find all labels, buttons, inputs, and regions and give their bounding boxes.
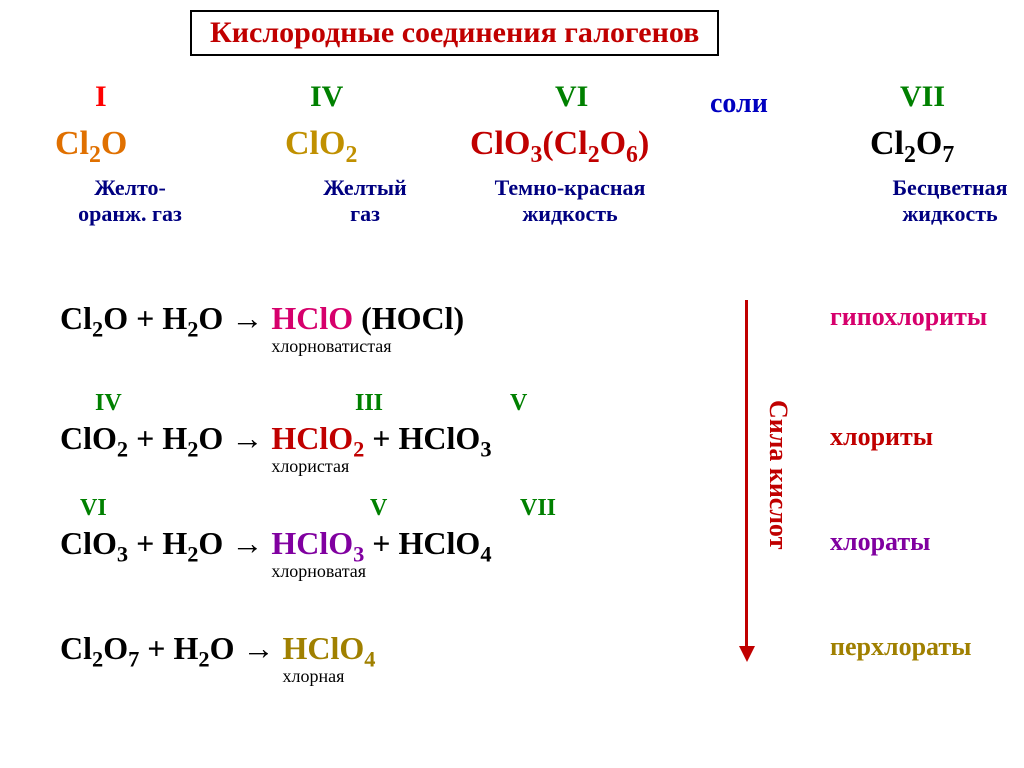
salt-name: хлориты <box>830 422 933 452</box>
acid-name-label: хлорноватая <box>271 561 366 582</box>
salts-label: соли <box>710 88 768 120</box>
reaction-oxidation-state: IV <box>95 390 122 417</box>
salt-name: хлораты <box>830 527 930 557</box>
salt-name: перхлораты <box>830 632 971 662</box>
acid-name-label: хлористая <box>271 456 349 477</box>
acid-name-label: хлорноватистая <box>271 336 391 357</box>
reaction-oxidation-state: III <box>355 390 383 417</box>
oxide-description: Желтый газ <box>275 175 455 227</box>
arrow-shaft <box>745 300 748 646</box>
arrow-head-icon <box>739 646 755 662</box>
oxide-formula: ClO2 <box>285 125 357 169</box>
reaction-oxidation-state: VI <box>80 495 107 522</box>
oxide-description: Темно-красная жидкость <box>480 175 660 227</box>
reaction-line: Cl2O + H2O → HClOхлорноватистая (HOCl) <box>60 300 464 342</box>
oxidation-state: VII <box>900 80 945 114</box>
acid-name-label: хлорная <box>283 666 345 687</box>
oxidation-state: VI <box>555 80 588 114</box>
page-title: Кислородные соединения галогенов <box>190 10 719 56</box>
reaction-oxidation-state: V <box>370 495 387 522</box>
title-text: Кислородные соединения галогенов <box>210 16 699 49</box>
oxide-description: Бесцветная жидкость <box>860 175 1024 227</box>
reaction-oxidation-state: VII <box>520 495 556 522</box>
oxide-formula: ClO3(Cl2O6) <box>470 125 649 169</box>
reaction-line: Cl2O7 + H2O → HClO4хлорная <box>60 630 376 672</box>
salts-label-text: соли <box>710 88 768 119</box>
reaction-line: ClO3 + H2O → HClO3хлорноватая + HClO4 <box>60 525 492 567</box>
reaction-oxidation-state: V <box>510 390 527 417</box>
oxidation-state: I <box>95 80 107 114</box>
reaction-line: ClO2 + H2O → HClO2хлористая + HClO3 <box>60 420 492 462</box>
oxide-formula: Cl2O7 <box>870 125 954 169</box>
acid-strength-label: Сила кислот <box>763 400 793 549</box>
oxidation-state: IV <box>310 80 343 114</box>
salt-name: гипохлориты <box>830 302 987 332</box>
oxide-formula: Cl2O <box>55 125 127 169</box>
oxide-description: Желто- оранж. газ <box>40 175 220 227</box>
